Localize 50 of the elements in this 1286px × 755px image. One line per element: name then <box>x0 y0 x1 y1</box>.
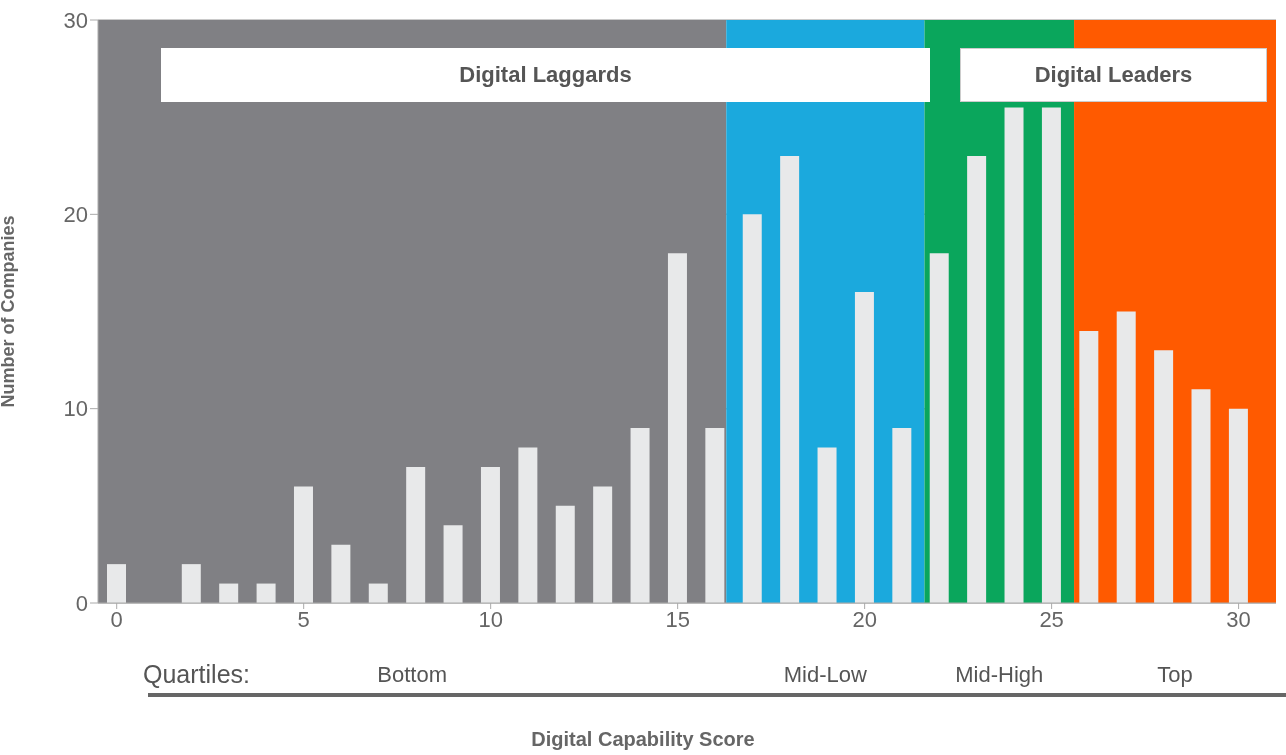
bar <box>256 583 276 603</box>
bar <box>331 544 351 603</box>
bar <box>667 253 687 603</box>
bar <box>480 466 500 603</box>
y-tick-label: 20 <box>63 202 88 228</box>
bar <box>181 564 201 603</box>
bar <box>593 486 613 603</box>
x-tick-label: 15 <box>665 606 690 632</box>
bar <box>892 428 912 603</box>
bar <box>1116 311 1136 603</box>
bar <box>705 428 725 603</box>
x-tick-label: 5 <box>297 606 310 632</box>
bar <box>219 583 239 603</box>
bar <box>1004 107 1024 603</box>
x-tick-label: 0 <box>110 606 123 632</box>
bar <box>630 428 650 603</box>
bar <box>1079 330 1099 603</box>
text: Quartiles: <box>143 660 250 689</box>
band-label: Top <box>1156 662 1194 688</box>
x-tick-label: 25 <box>1039 606 1064 632</box>
bar <box>817 447 837 603</box>
bar <box>1041 107 1061 603</box>
bar <box>443 525 463 603</box>
x-tick-label: 10 <box>478 606 503 632</box>
bar <box>1191 389 1211 603</box>
bar <box>368 583 388 603</box>
y-tick-label: 10 <box>63 396 88 422</box>
x-tick-label: 30 <box>1226 606 1251 632</box>
bar <box>967 156 987 603</box>
bar <box>742 214 762 603</box>
y-tick-label: 0 <box>75 590 88 616</box>
bar <box>929 253 949 603</box>
bar <box>854 292 874 603</box>
bar <box>555 505 575 603</box>
bar <box>1228 408 1248 603</box>
bar <box>293 486 313 603</box>
bar <box>518 447 538 603</box>
band-label: Bottom <box>376 662 448 688</box>
bar <box>780 156 800 603</box>
bar <box>107 564 126 603</box>
x-tick-label: 20 <box>852 606 877 632</box>
bar <box>406 466 426 603</box>
label-box: Digital Leaders <box>960 48 1267 102</box>
label-box: Digital Laggards <box>161 48 930 102</box>
band-label: Mid-High <box>954 662 1045 688</box>
band-label: Mid-Low <box>782 662 868 688</box>
y-tick-label: 30 <box>63 7 88 33</box>
x-axis-title: Digital Capability Score <box>530 728 756 751</box>
y-axis-title: Number of Companies <box>0 215 19 408</box>
bar <box>1154 350 1174 603</box>
